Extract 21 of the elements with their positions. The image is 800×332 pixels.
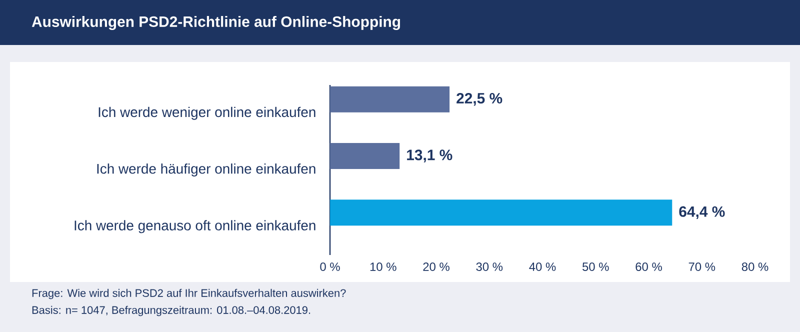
y-tick-label: Ich werde genauso oft online einkaufen xyxy=(74,220,316,234)
x-tick-label: 60 % xyxy=(636,262,662,271)
text: Basis: n= 1047, Befragungszeitraum: 01.08.–04.08.2019. xyxy=(32,306,310,316)
x-tick-label: 20 % xyxy=(423,262,450,271)
y-tick-label: Ich werde weniger online einkaufen xyxy=(98,106,316,120)
x-tick-label: 40 % xyxy=(529,262,556,271)
data-label: 13,1 % xyxy=(407,150,452,162)
text: Frage: Wie wird sich PSD2 auf Ihr Einkaufsverhalten auswirken? xyxy=(32,288,346,300)
bar xyxy=(330,143,400,170)
data-label: 64,4 % xyxy=(679,206,725,220)
x-tick-label: 70 % xyxy=(688,262,716,271)
data-label: 22,5 % xyxy=(456,92,502,106)
y-tick-label: Ich werde häufiger online einkaufen xyxy=(97,164,316,176)
x-tick-label: 50 % xyxy=(582,262,609,271)
chart-title: Auswirkungen PSD2-Richtlinie auf Online-Shopping xyxy=(32,16,400,30)
x-tick-label: 30 % xyxy=(476,262,503,271)
bar xyxy=(330,86,450,112)
x-tick-label: 80 % xyxy=(742,262,768,271)
bar xyxy=(330,200,672,226)
x-tick-label: 0 % xyxy=(320,262,340,271)
x-tick-label: 10 % xyxy=(370,262,396,271)
